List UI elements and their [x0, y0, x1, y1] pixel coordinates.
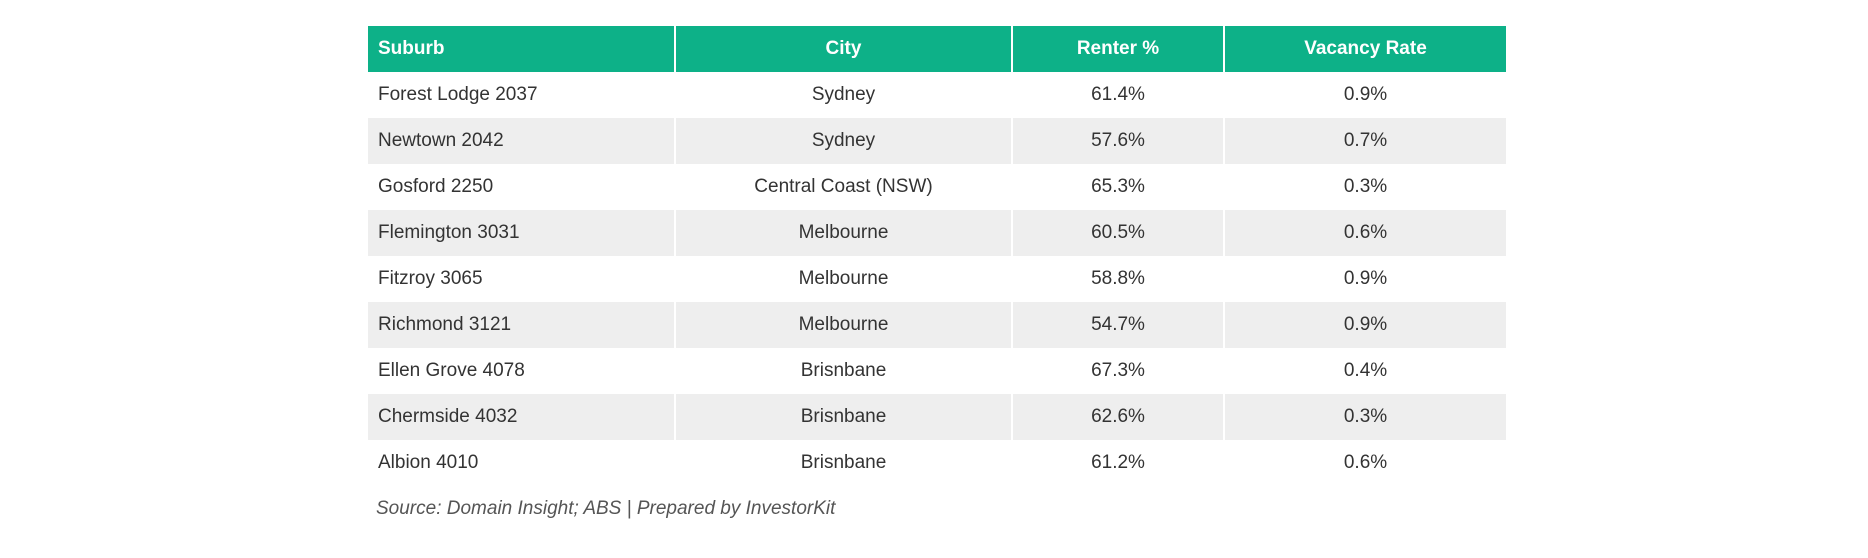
city-cell: Central Coast (NSW): [674, 164, 1013, 210]
city-cell: Melbourne: [674, 210, 1013, 256]
renter-pct-cell: 67.3%: [1011, 348, 1225, 394]
header-renter-pct: Renter %: [1011, 26, 1225, 72]
vacancy-rate-cell: 0.9%: [1223, 302, 1508, 348]
source-note: Source: Domain Insight; ABS | Prepared b…: [376, 498, 836, 519]
vacancy-rate-cell: 0.9%: [1223, 72, 1508, 118]
renter-pct-cell: 62.6%: [1011, 394, 1225, 440]
header-vacancy-rate: Vacancy Rate: [1223, 26, 1508, 72]
table-row: Ellen Grove 4078 Brisnbane 67.3% 0.4%: [366, 348, 1508, 394]
vacancy-rate-cell: 0.7%: [1223, 118, 1508, 164]
renter-pct-cell: 61.4%: [1011, 72, 1225, 118]
table-row: Albion 4010 Brisnbane 61.2% 0.6%: [366, 440, 1508, 486]
vacancy-rate-cell: 0.6%: [1223, 210, 1508, 256]
vacancy-rate-cell: 0.4%: [1223, 348, 1508, 394]
city-cell: Sydney: [674, 118, 1013, 164]
vacancy-rate-cell: 0.6%: [1223, 440, 1508, 486]
city-cell: Brisnbane: [674, 394, 1013, 440]
table-row: Gosford 2250 Central Coast (NSW) 65.3% 0.3%: [366, 164, 1508, 210]
table-row: Forest Lodge 2037 Sydney 61.4% 0.9%: [366, 72, 1508, 118]
suburb-cell: Richmond 3121: [366, 302, 676, 348]
city-cell: Brisnbane: [674, 348, 1013, 394]
suburb-cell: Flemington 3031: [366, 210, 676, 256]
renter-pct-cell: 65.3%: [1011, 164, 1225, 210]
vacancy-rate-cell: 0.9%: [1223, 256, 1508, 302]
suburb-cell: Gosford 2250: [366, 164, 676, 210]
suburb-cell: Chermside 4032: [366, 394, 676, 440]
vacancy-rate-cell: 0.3%: [1223, 164, 1508, 210]
suburb-rental-table: Suburb City Renter % Vacancy Rate Forest…: [366, 26, 1508, 486]
city-cell: Sydney: [674, 72, 1013, 118]
renter-pct-cell: 61.2%: [1011, 440, 1225, 486]
table-row: Chermside 4032 Brisnbane 62.6% 0.3%: [366, 394, 1508, 440]
suburb-cell: Ellen Grove 4078: [366, 348, 676, 394]
suburb-cell: Forest Lodge 2037: [366, 72, 676, 118]
table-row: Fitzroy 3065 Melbourne 58.8% 0.9%: [366, 256, 1508, 302]
renter-pct-cell: 58.8%: [1011, 256, 1225, 302]
table-row: Richmond 3121 Melbourne 54.7% 0.9%: [366, 302, 1508, 348]
header-city: City: [674, 26, 1013, 72]
suburb-cell: Albion 4010: [366, 440, 676, 486]
renter-pct-cell: 60.5%: [1011, 210, 1225, 256]
header-row: Suburb City Renter % Vacancy Rate: [366, 26, 1508, 72]
header-suburb: Suburb: [366, 26, 676, 72]
table-row: Flemington 3031 Melbourne 60.5% 0.6%: [366, 210, 1508, 256]
renter-pct-cell: 54.7%: [1011, 302, 1225, 348]
suburb-cell: Newtown 2042: [366, 118, 676, 164]
suburb-cell: Fitzroy 3065: [366, 256, 676, 302]
vacancy-rate-cell: 0.3%: [1223, 394, 1508, 440]
city-cell: Melbourne: [674, 302, 1013, 348]
city-cell: Melbourne: [674, 256, 1013, 302]
table-row: Newtown 2042 Sydney 57.6% 0.7%: [366, 118, 1508, 164]
city-cell: Brisnbane: [674, 440, 1013, 486]
renter-pct-cell: 57.6%: [1011, 118, 1225, 164]
